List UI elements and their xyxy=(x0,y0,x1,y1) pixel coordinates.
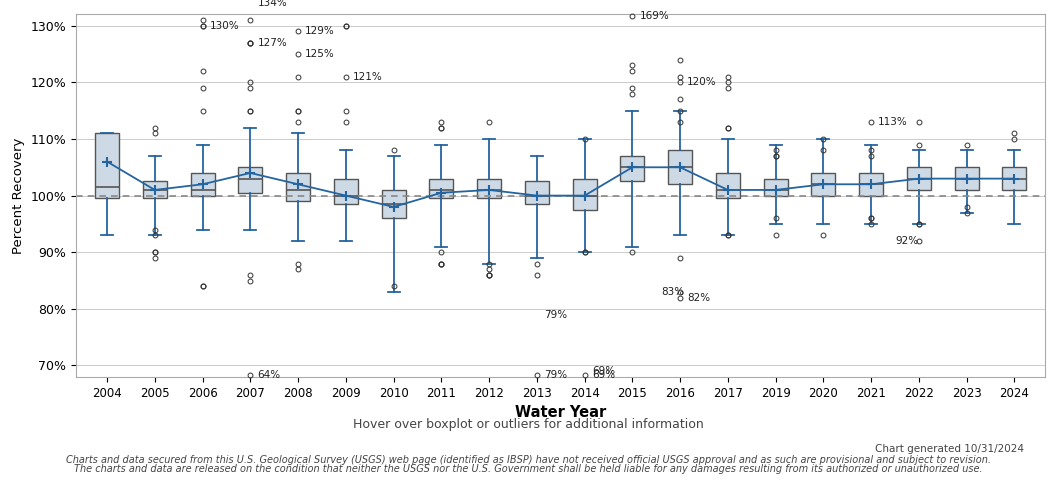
Text: 113%: 113% xyxy=(879,117,908,127)
PathPatch shape xyxy=(811,173,835,196)
Text: 69%: 69% xyxy=(591,370,615,380)
Text: 125%: 125% xyxy=(305,49,335,59)
Text: 120%: 120% xyxy=(687,77,717,87)
Text: 82%: 82% xyxy=(687,292,711,302)
Text: 134%: 134% xyxy=(258,0,287,8)
Text: 129%: 129% xyxy=(305,26,335,36)
PathPatch shape xyxy=(525,181,549,204)
PathPatch shape xyxy=(1002,168,1026,190)
PathPatch shape xyxy=(95,133,119,198)
Text: Hover over boxplot or outliers for additional information: Hover over boxplot or outliers for addit… xyxy=(353,418,703,432)
Text: 130%: 130% xyxy=(210,21,240,31)
PathPatch shape xyxy=(430,179,453,198)
PathPatch shape xyxy=(860,173,883,196)
PathPatch shape xyxy=(239,168,262,193)
Text: Charts and data secured from this U.S. Geological Survey (USGS) web page (identi: Charts and data secured from this U.S. G… xyxy=(65,455,991,465)
PathPatch shape xyxy=(668,150,692,184)
Y-axis label: Percent Recovery: Percent Recovery xyxy=(12,137,25,254)
Text: The charts and data are released on the condition that neither the USGS nor the : The charts and data are released on the … xyxy=(74,465,982,474)
Text: 169%: 169% xyxy=(640,11,670,21)
PathPatch shape xyxy=(334,179,358,204)
PathPatch shape xyxy=(763,179,788,196)
Text: 79%: 79% xyxy=(544,370,567,380)
PathPatch shape xyxy=(907,168,930,190)
PathPatch shape xyxy=(286,173,310,201)
PathPatch shape xyxy=(477,179,501,198)
Text: 69%: 69% xyxy=(591,366,615,376)
PathPatch shape xyxy=(572,179,597,210)
Text: 127%: 127% xyxy=(258,38,287,48)
PathPatch shape xyxy=(621,156,644,181)
Text: 83%: 83% xyxy=(661,287,684,297)
Text: 92%: 92% xyxy=(895,236,918,246)
PathPatch shape xyxy=(381,190,406,218)
PathPatch shape xyxy=(191,173,214,196)
Text: 64%: 64% xyxy=(258,370,281,380)
Text: 121%: 121% xyxy=(353,72,382,82)
PathPatch shape xyxy=(955,168,979,190)
Text: Chart generated 10/31/2024: Chart generated 10/31/2024 xyxy=(875,444,1024,454)
X-axis label: Water Year: Water Year xyxy=(515,405,606,420)
PathPatch shape xyxy=(716,173,740,198)
Text: 79%: 79% xyxy=(544,310,567,320)
PathPatch shape xyxy=(143,181,167,198)
